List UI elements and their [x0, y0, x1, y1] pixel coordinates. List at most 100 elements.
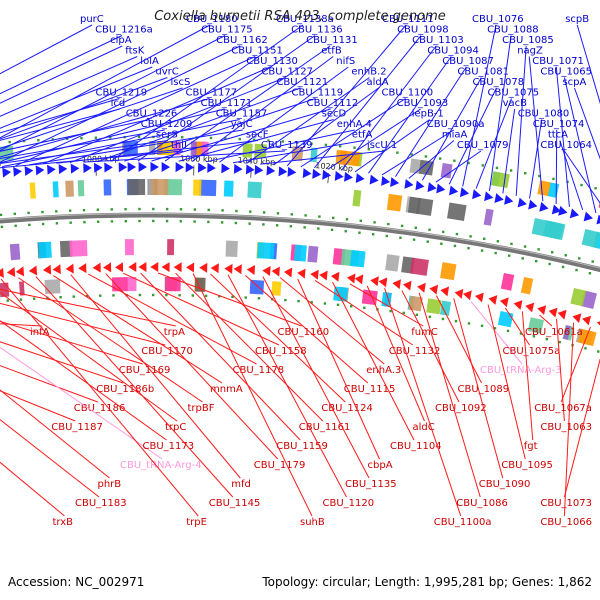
guide-dot [238, 137, 241, 141]
reverse-gene-label: CBU_1186b [96, 384, 154, 395]
forward-gene-label: iscS [170, 77, 190, 88]
guide-dot [310, 142, 313, 145]
forward-gene-arrow [245, 164, 255, 175]
reverse-label-leader [418, 292, 481, 498]
forward-gene-label: CBU_1121 [276, 77, 328, 88]
forward-label-leader [529, 119, 543, 199]
forward-label-leader [151, 108, 331, 162]
guide-dot [218, 295, 221, 298]
forward-gene-arrow [185, 162, 195, 173]
guide-dot [55, 222, 59, 225]
guide-dot [345, 218, 349, 221]
guide-dot [41, 222, 45, 226]
guide-dot [483, 237, 486, 240]
forward-gene-label: CBU_1094 [427, 46, 479, 57]
backbone-highlight [0, 213, 600, 269]
reverse-gene-arrow [52, 264, 61, 275]
reverse-gene-label: cbpA [368, 460, 393, 471]
guide-dot [82, 208, 86, 212]
reverse-gene-arrow [454, 288, 464, 299]
guide-dot [221, 209, 224, 212]
guide-dot [166, 135, 170, 139]
reverse-gene-label: fumC [411, 327, 438, 338]
forward-label-leader [2, 119, 240, 168]
guide-dot [138, 207, 141, 211]
guide-dot [564, 254, 567, 257]
guide-dot [410, 153, 413, 156]
guide-dot [414, 226, 417, 229]
guide-dot [428, 315, 432, 319]
reverse-gene-arrow [475, 292, 484, 303]
cog-block-reverse [409, 257, 429, 276]
forward-label-leader [273, 87, 379, 166]
guide-dot [303, 226, 306, 229]
guide-dot [275, 224, 279, 227]
reverse-label-leader [0, 341, 124, 384]
reverse-label-leader [349, 283, 424, 327]
forward-gene-arrow [390, 177, 400, 188]
forward-gene-label: nifS [336, 56, 355, 67]
forward-gene-arrow [2, 167, 12, 178]
guide-dot [537, 248, 540, 251]
backbone-arc [0, 212, 600, 273]
guide-dot [524, 171, 527, 175]
guide-dot [552, 177, 555, 181]
guide-dot [235, 209, 238, 213]
forward-gene-label: CBU_1175 [201, 25, 253, 36]
forward-gene-arrow [569, 208, 580, 219]
cog-block-forward [531, 217, 553, 238]
guide-dot [262, 211, 266, 214]
guide-dot [548, 262, 551, 266]
reverse-gene-label: CBU_1169 [119, 365, 171, 376]
guide-dot [110, 208, 113, 211]
forward-label-leader [110, 24, 304, 162]
guide-dot [124, 207, 127, 211]
forward-label-leader [0, 45, 241, 163]
reverse-gene-arrow [310, 269, 319, 280]
guide-dot [51, 138, 54, 141]
forward-gene-label: enhA.4 [337, 119, 372, 130]
guide-dot [110, 220, 114, 223]
forward-gene-arrow [233, 163, 243, 174]
guide-dot [317, 227, 320, 230]
guide-dot [532, 335, 536, 338]
forward-gene-arrow [539, 201, 549, 212]
guide-dot [112, 294, 115, 297]
reverse-label-leader [487, 304, 526, 460]
forward-gene-arrow [415, 180, 425, 191]
reverse-gene-arrow [402, 280, 412, 291]
guide-dot [220, 221, 224, 224]
reverse-gene-arrow [354, 274, 364, 285]
reverse-gene-label: trpA [164, 327, 185, 338]
reverse-label-leader [70, 274, 241, 479]
forward-gene-arrow [427, 182, 437, 193]
guide-dot [415, 313, 418, 317]
genome-summary-text: Topology: circular; Length: 1,995,281 bp… [262, 575, 592, 589]
reverse-label-leader [122, 272, 280, 346]
guide-dot [495, 166, 499, 170]
guide-dot [367, 148, 371, 151]
reverse-gene-label: CBU_1183 [75, 498, 127, 509]
cog-block-reverse [385, 254, 400, 272]
cog-block-reverse [439, 300, 452, 316]
forward-gene-label: CBU_1088 [487, 25, 539, 36]
forward-label-leader [0, 98, 120, 134]
forward-gene-arrow [197, 162, 207, 173]
reverse-gene-label: CBU_1095 [501, 460, 553, 471]
reverse-gene-arrow [15, 266, 25, 277]
forward-label-leader [0, 56, 138, 117]
reverse-label-leader [18, 277, 203, 403]
reverse-label-leader [0, 320, 167, 441]
cog-block-reverse [500, 272, 515, 291]
guide-dot [402, 311, 405, 315]
cog-block-reverse [38, 241, 52, 259]
reverse-gene-arrow [6, 267, 16, 277]
forward-gene-label: CBU_1075 [488, 88, 540, 99]
cog-block-forward [407, 196, 422, 215]
reverse-label-leader [0, 302, 166, 346]
reverse-gene-arrow [262, 265, 271, 276]
cog-block-forward [163, 179, 183, 196]
forward-label-leader [462, 24, 497, 187]
forward-gene-arrow [404, 178, 414, 189]
